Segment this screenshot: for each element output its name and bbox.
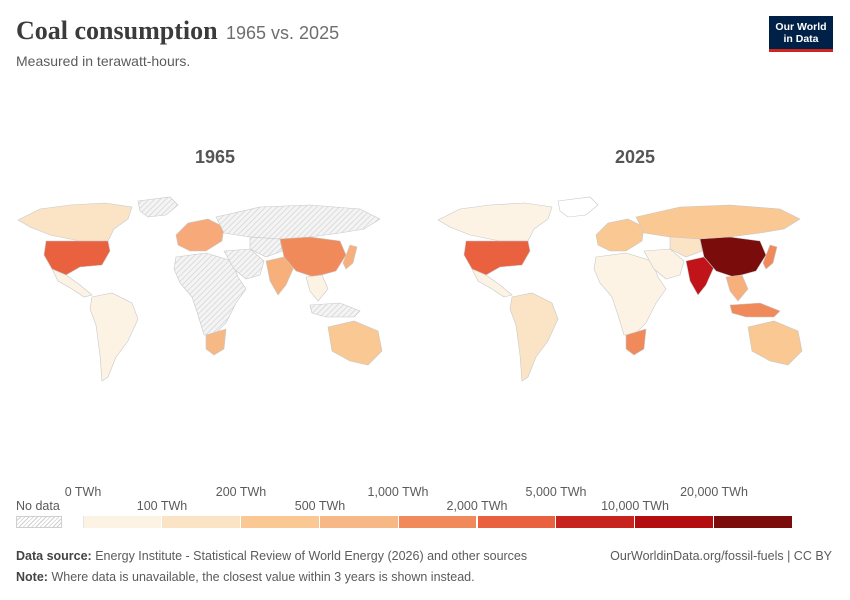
region-mexico-2025[interactable] [471,268,513,298]
legend-bin-3[interactable] [319,516,399,528]
legend-bin-6[interactable] [556,516,636,528]
legend-tick-0: 0 TWh [64,485,102,499]
region-greenland-2025[interactable] [557,196,599,218]
note: Note: Where data is unavailable, the clo… [16,570,475,584]
title-years: 1965 vs. 2025 [226,23,340,43]
map-1965-title: 1965 [194,147,236,167]
region-australia-2025[interactable] [747,320,803,366]
legend-tick-1000: 1,000 TWh [367,485,429,499]
region-europe-1965[interactable] [175,218,225,252]
region-north-america-1965[interactable] [17,202,133,242]
region-usa-2025[interactable] [463,240,531,276]
region-japan-1965[interactable] [342,244,358,270]
legend-tick-5000: 5,000 TWh [525,485,587,499]
region-central-asia-2025[interactable] [669,236,703,258]
owid-logo[interactable]: Our World in Data [769,16,833,52]
world-map-2025[interactable] [430,185,840,405]
region-south-america-2025[interactable] [509,292,559,382]
region-north-america-2025[interactable] [437,202,553,242]
legend-tick-2000: 2,000 TWh [446,499,508,513]
legend-arrow-icon [785,516,792,528]
region-japan-2025[interactable] [762,244,778,270]
region-russia-2025[interactable] [635,204,801,240]
world-map-1965[interactable] [10,185,420,405]
note-label: Note: [16,570,48,584]
region-south-africa-2025[interactable] [625,328,647,356]
legend-tick-500: 500 TWh [294,499,346,513]
note-text: Where data is unavailable, the closest v… [51,570,475,584]
legend-no-data-label: No data [16,499,60,513]
legend-bin-0[interactable] [83,516,162,528]
legend-bin-8[interactable] [714,516,794,528]
chart-subtitle: Measured in terawatt-hours. [16,53,191,69]
source-url[interactable]: OurWorldinData.org/fossil-fuels | CC BY [610,549,832,563]
map-2025-title: 2025 [614,147,656,167]
data-source-text: Energy Institute - Statistical Review of… [95,549,528,563]
legend-bin-1[interactable] [161,516,241,528]
legend-bin-2[interactable] [240,516,320,528]
region-china-1965[interactable] [279,236,347,278]
title-row: Coal consumption 1965 vs. 2025 [16,16,339,46]
region-russia-1965[interactable] [215,204,381,240]
region-indonesia-1965[interactable] [309,302,361,318]
logo-line-2: in Data [783,33,819,45]
legend-bin-4[interactable] [398,516,478,528]
legend-tick-200: 200 TWh [215,485,267,499]
legend-tick-20000: 20,000 TWh [680,485,748,499]
region-central-asia-1965[interactable] [249,236,283,258]
legend-tick-100: 100 TWh [136,499,188,513]
legend-bin-5[interactable] [477,516,557,528]
region-south-africa-1965[interactable] [205,328,227,356]
logo-line-1: Our World [775,21,827,33]
region-usa-1965[interactable] [43,240,111,276]
region-australia-1965[interactable] [327,320,383,366]
region-indonesia-2025[interactable] [729,302,781,318]
chart-title: Coal consumption [16,16,218,45]
region-mexico-1965[interactable] [51,268,93,298]
legend-no-data-swatch[interactable] [16,516,62,528]
region-south-america-1965[interactable] [89,292,139,382]
legend-tick-10000: 10,000 TWh [601,499,669,513]
region-europe-2025[interactable] [595,218,645,252]
region-greenland-1965[interactable] [137,196,179,218]
region-china-2025[interactable] [699,236,767,278]
data-source-label: Data source: [16,549,92,563]
region-southeast-asia-2025[interactable] [725,274,749,302]
data-source: Data source: Energy Institute - Statisti… [16,549,527,563]
region-southeast-asia-1965[interactable] [305,274,329,302]
legend-bin-7[interactable] [635,516,715,528]
